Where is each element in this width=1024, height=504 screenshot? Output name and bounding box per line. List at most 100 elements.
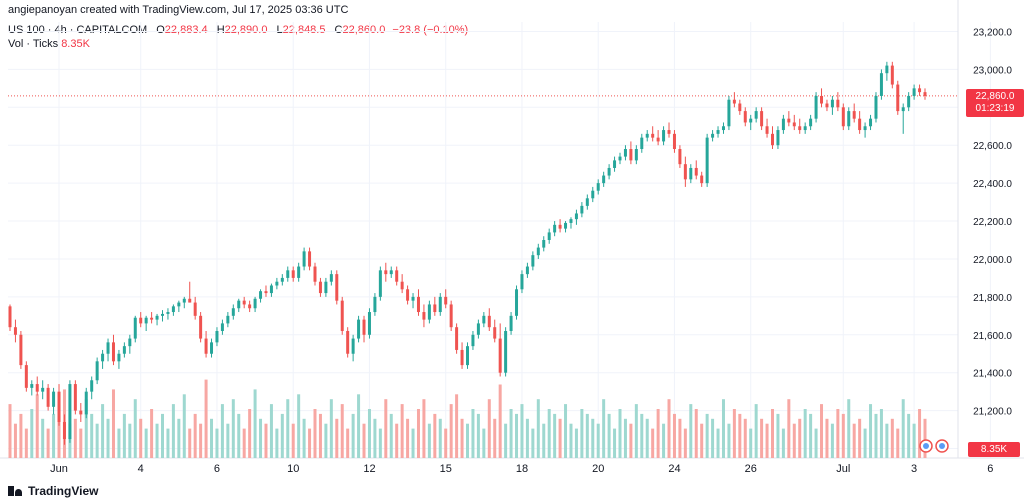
volume-legend[interactable]: Vol · Ticks 8.35K — [8, 38, 90, 50]
volume-bar — [128, 423, 132, 458]
x-tick-label: 3 — [911, 463, 917, 475]
change-value: −23.8 (−0.10%) — [392, 24, 469, 36]
candle-body — [476, 323, 480, 335]
volume-bar — [30, 409, 34, 458]
volume-bar — [73, 418, 77, 458]
candle-body — [487, 315, 491, 328]
volume-bar — [455, 394, 459, 458]
volume-bar — [515, 413, 519, 458]
ohlc-open-label: O — [156, 24, 165, 36]
candle-body — [602, 175, 606, 184]
candle-body — [591, 190, 595, 199]
candle-body — [553, 224, 557, 233]
candle-body — [367, 312, 371, 335]
candle-body — [858, 118, 862, 131]
candle-body — [520, 274, 524, 290]
candle-body — [111, 342, 115, 362]
candle-body — [705, 137, 709, 184]
volume-bar — [52, 413, 56, 458]
candle-body — [634, 149, 638, 161]
candle-body — [182, 298, 186, 303]
candle-body — [918, 88, 922, 93]
volume-bar — [711, 418, 715, 458]
volume-bar — [357, 394, 361, 458]
volume-bar — [280, 413, 284, 458]
volume-bar — [879, 409, 883, 458]
symbol-name[interactable]: US 100 · 4h · CAPITALCOM — [8, 24, 148, 36]
candle-body — [215, 330, 219, 343]
candle-body — [13, 327, 17, 335]
volume-bar — [438, 418, 442, 458]
candle-body — [308, 251, 312, 267]
candle-body — [318, 281, 322, 294]
candle-body — [863, 126, 867, 131]
candle-body — [155, 315, 159, 320]
candle-body — [378, 270, 382, 297]
candle-body — [493, 327, 497, 339]
author-line: angiepanoyan created with TradingView.co… — [8, 4, 349, 16]
candle-body — [547, 232, 551, 240]
y-tick-label: 21,200.0 — [973, 407, 1012, 418]
volume-bar — [367, 409, 371, 458]
candle-body — [618, 156, 622, 161]
tradingview-footer[interactable]: TradingView — [8, 484, 98, 498]
volume-bar — [923, 418, 927, 458]
candle-body — [8, 306, 12, 328]
candle-body — [689, 167, 693, 180]
candle-body — [269, 285, 273, 294]
candle-body — [95, 361, 99, 381]
candle-body — [62, 421, 66, 440]
volume-bar — [433, 413, 437, 458]
volume-bar — [400, 404, 404, 458]
candle-body — [313, 266, 317, 282]
volume-bar — [275, 428, 279, 458]
volume-bar — [302, 418, 306, 458]
candle-body — [90, 380, 94, 392]
volume-bar — [798, 418, 802, 458]
candle-body — [504, 330, 508, 373]
current-price-label: 22,860.0 — [975, 91, 1015, 102]
volume-bar — [629, 423, 633, 458]
symbol-legend[interactable]: US 100 · 4h · CAPITALCOM O22,883.4 H22,8… — [8, 24, 468, 36]
volume-bar — [863, 428, 867, 458]
candle-body — [122, 346, 126, 354]
candle-body — [19, 334, 23, 366]
volume-bar — [193, 413, 197, 458]
candle-body — [144, 317, 148, 324]
candle-body — [210, 342, 214, 354]
volume-bar — [122, 413, 126, 458]
candle-body — [297, 266, 301, 278]
volume-bar — [901, 399, 905, 458]
volume-bar — [743, 418, 747, 458]
candle-body — [836, 99, 840, 108]
candle-body — [24, 365, 28, 388]
candle-body — [416, 296, 420, 313]
volume-bar — [531, 428, 535, 458]
volume-bar — [885, 423, 889, 458]
candle-body — [890, 65, 894, 85]
y-tick-label: 21,800.0 — [973, 293, 1012, 304]
candle-body — [150, 317, 154, 320]
y-tick-label: 22,000.0 — [973, 255, 1012, 266]
volume-bar — [389, 413, 393, 458]
candle-body — [286, 270, 290, 278]
candle-body — [324, 281, 328, 294]
ohlc-low-label: L — [276, 24, 283, 36]
x-tick-label: 12 — [363, 463, 375, 475]
volume-bar — [781, 428, 785, 458]
candle-body — [389, 270, 393, 275]
candle-body — [438, 296, 442, 313]
volume-bar — [199, 423, 203, 458]
y-tick-label: 23,000.0 — [973, 65, 1012, 76]
volume-bar — [645, 418, 649, 458]
volume-bar — [378, 428, 382, 458]
volume-bar — [765, 423, 769, 458]
volume-bar — [667, 399, 671, 458]
economic-event-flag-icon — [939, 443, 945, 449]
volume-bar — [373, 418, 377, 458]
candle-body — [901, 107, 905, 112]
volume-bar — [318, 413, 322, 458]
candle-body — [613, 160, 617, 168]
volume-bar — [395, 423, 399, 458]
